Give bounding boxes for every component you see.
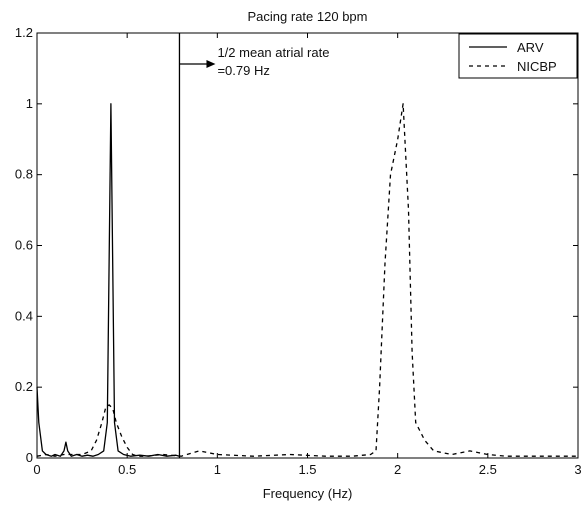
x-tick-label: 0.5 <box>118 462 136 477</box>
x-tick-label: 2 <box>394 462 401 477</box>
annotation-text-line2: =0.79 Hz <box>217 63 269 78</box>
y-tick-label: 0.6 <box>15 238 33 253</box>
series-line-arv <box>36 103 180 457</box>
legend: ARV NICBP <box>458 33 578 79</box>
x-axis-label: Frequency (Hz) <box>263 486 353 501</box>
y-tick-label: 1.2 <box>15 25 33 40</box>
x-tick-label: 0 <box>33 462 40 477</box>
series-group <box>36 103 578 457</box>
y-axis-ticks: 0 0.2 0.4 0.6 0.8 1 1.2 <box>15 25 578 465</box>
annotation-text-line1: 1/2 mean atrial rate <box>217 45 329 60</box>
plot-frame <box>36 32 579 459</box>
series-line-nicbp <box>36 103 578 457</box>
x-tick-label: 1 <box>214 462 221 477</box>
x-tick-label: 2.5 <box>479 462 497 477</box>
legend-label-arv: ARV <box>517 40 544 55</box>
y-tick-label: 0.8 <box>15 167 33 182</box>
x-axis-ticks: 0 0.5 1 1.5 2 2.5 3 <box>33 33 582 477</box>
x-tick-label: 3 <box>574 462 581 477</box>
y-tick-label: 0.4 <box>15 308 33 323</box>
chart-title: Pacing rate 120 bpm <box>248 9 368 24</box>
plot-area <box>36 32 579 459</box>
x-tick-label: 1.5 <box>298 462 316 477</box>
legend-label-nicbp: NICBP <box>517 59 557 74</box>
annotation: 1/2 mean atrial rate =0.79 Hz <box>178 33 329 458</box>
y-tick-label: 0.2 <box>15 379 33 394</box>
y-tick-label: 0 <box>26 450 33 465</box>
y-tick-label: 1 <box>26 96 33 111</box>
annotation-arrow-head <box>206 60 216 68</box>
legend-box <box>458 33 578 79</box>
